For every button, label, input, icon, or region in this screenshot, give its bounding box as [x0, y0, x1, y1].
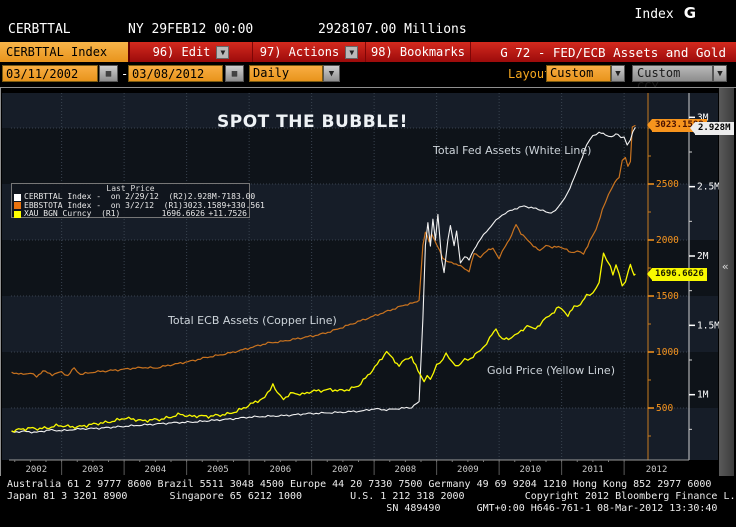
year-label: 2005 — [207, 465, 229, 475]
calendar-icon[interactable]: ▦ — [225, 65, 244, 82]
ecb-line-annotation: Total ECB Assets (Copper Line) — [168, 314, 337, 327]
r2-tick-label: 1.5M — [697, 320, 719, 331]
series-line-xau — [11, 252, 636, 433]
r1-tick-label: 1500 — [656, 291, 679, 302]
white-swatch-icon — [14, 193, 21, 201]
currency-select[interactable]: Custom CCY — [632, 65, 713, 94]
legend-series-change: -7183.00 — [216, 192, 256, 201]
last-value-text: 2928107.00 Millions — [318, 22, 467, 37]
r1-tick-label: 2000 — [656, 235, 679, 246]
security-summary: CERBTTAL NY 29FEB12 00:00 2928107.00 Milli… — [8, 22, 467, 37]
legend-series-change: +330.561 — [226, 200, 265, 210]
year-label: 2009 — [457, 465, 479, 475]
chart-panel[interactable]: 500 1000 1500 2000 2500 1M 1.5M 2M 2.5M 3M 2002 200… — [0, 87, 734, 476]
year-label: 2004 — [145, 465, 167, 475]
chevron-down-icon[interactable]: ▼ — [216, 45, 230, 59]
footer-phones-line1: Australia 61 2 9777 8600 Brazil 5511 304… — [7, 479, 712, 490]
legend-series-name: CERBTTAL Index - on 2/29/12 (R2) — [24, 192, 188, 201]
edit-menu-label: 96) Edit — [152, 45, 211, 59]
legend-series-name: EBBSTOTA Index - on 3/2/12 (R1) — [24, 200, 183, 210]
edit-menu-button[interactable]: 96) Edit ▼ — [130, 42, 253, 62]
series-line-ebbstota — [11, 124, 636, 378]
chart-band — [2, 352, 718, 408]
date-from-input[interactable] — [2, 65, 98, 82]
year-label: 2006 — [270, 465, 292, 475]
menu-key: G — [683, 4, 696, 22]
chevron-down-icon[interactable]: ▼ — [713, 65, 727, 82]
year-label: 2003 — [82, 465, 104, 475]
legend-row-xau[interactable]: XAU BGN Curncy (R1) 1696.6626 +11.7526 — [14, 209, 247, 219]
year-label: 2012 — [646, 465, 668, 475]
footer-phones-line2: Japan 81 3 3201 8900 Singapore 65 6212 1… — [7, 491, 736, 502]
date-to-input[interactable] — [128, 65, 223, 82]
legend-title: Last Price — [106, 184, 155, 193]
panel-collapse-strip[interactable]: « — [719, 88, 734, 476]
chart-headline: SPOT THE BUBBLE! — [217, 112, 408, 132]
chevron-down-icon[interactable]: ▼ — [611, 65, 625, 82]
r1-tick-label: 1000 — [656, 347, 679, 358]
r2-tick-label: 2.5M — [697, 182, 719, 193]
price-chart[interactable]: 500 1000 1500 2000 2500 1M 1.5M 2M 2.5M 3M 2002 200… — [1, 88, 719, 476]
r2-tick-label: 3M — [697, 112, 709, 123]
legend-row-ebbstota[interactable]: EBBSTOTA Index - on 3/2/12 (R1) 3023.158… — [14, 200, 265, 211]
title-bar: Index G CERBTTAL NY 29FEB12 00:00 2928107.0… — [0, 0, 736, 40]
chart-toolbar: ▦ - ▦ Daily ▼ Layout Custom ▼ Custom CCY… — [0, 62, 736, 94]
legend-series-change: +11.7526 — [208, 209, 247, 218]
legend-series-value: 3023.1589 — [182, 200, 227, 210]
year-label: 2002 — [25, 465, 47, 475]
legend-series-name: XAU BGN Curncy (R1) — [24, 209, 121, 218]
bookmarks-menu-button[interactable]: 98) Bookmarks — [366, 42, 471, 62]
chart-band — [2, 296, 718, 352]
security-field[interactable]: CERBTTAL Index — [0, 42, 130, 62]
footer-session-info: SN 489490 GMT+0:00 H646-761-1 08-Mar-201… — [7, 503, 718, 514]
orange-swatch-icon — [14, 202, 21, 210]
chart-legend: Last Price CERBTTAL Index - on 2/29/12 (… — [11, 183, 265, 219]
legend-series-value: 1696.6626 — [161, 209, 205, 218]
legend-series-value: 2.928M — [187, 192, 217, 201]
command-line: Index G — [635, 4, 696, 22]
bookmarks-menu-label: 98) Bookmarks — [371, 45, 465, 59]
series-line-cerbttal — [11, 127, 636, 434]
legend-row-cerbttal[interactable]: CERBTTAL Index - on 2/29/12 (R2) 2.928M … — [14, 192, 255, 202]
r1-tick-label: 500 — [656, 403, 673, 414]
chart-band — [2, 93, 718, 128]
layout-select[interactable]: Custom — [546, 65, 611, 82]
chart-band — [2, 128, 718, 184]
yellow-swatch-icon — [14, 210, 21, 218]
chevron-down-icon[interactable]: ▼ — [345, 45, 359, 59]
calendar-icon[interactable]: ▦ — [99, 65, 118, 82]
chart-band — [2, 408, 718, 460]
layout-label: Layout — [508, 67, 552, 81]
index-label: Index — [634, 7, 674, 22]
date-range-separator: - — [121, 67, 129, 81]
r2-tick-label: 1M — [697, 390, 709, 401]
r2-tick-label: 2M — [697, 251, 709, 262]
year-label: 2011 — [582, 465, 604, 475]
collapse-chevrons-icon[interactable]: « — [722, 260, 729, 273]
menu-bar: CERBTTAL Index 96) Edit ▼ 97) Actions ▼ … — [0, 42, 736, 62]
r1-tick-label: 2500 — [656, 179, 679, 190]
year-label: 2007 — [332, 465, 354, 475]
screen-title: G 72 - FED/ECB Assets and Gold — [500, 44, 726, 60]
actions-menu-label: 97) Actions — [259, 45, 340, 59]
year-label: 2008 — [395, 465, 417, 475]
fed-line-annotation: Total Fed Assets (White Line) — [433, 144, 592, 157]
period-select[interactable]: Daily — [249, 65, 323, 82]
ticker-text: CERBTTAL — [8, 22, 71, 37]
fed-last-price-tag: 2.928M — [690, 122, 734, 135]
footer: Australia 61 2 9777 8600 Brazil 5511 304… — [0, 476, 736, 527]
chevron-down-icon[interactable]: ▼ — [323, 65, 340, 82]
year-label: 2010 — [520, 465, 542, 475]
actions-menu-button[interactable]: 97) Actions ▼ — [253, 42, 366, 62]
gold-last-price-tag: 1696.6626 — [647, 268, 707, 281]
gold-line-annotation: Gold Price (Yellow Line) — [487, 364, 615, 377]
session-text: NY 29FEB12 00:00 — [128, 22, 254, 37]
chart-band — [2, 240, 718, 296]
